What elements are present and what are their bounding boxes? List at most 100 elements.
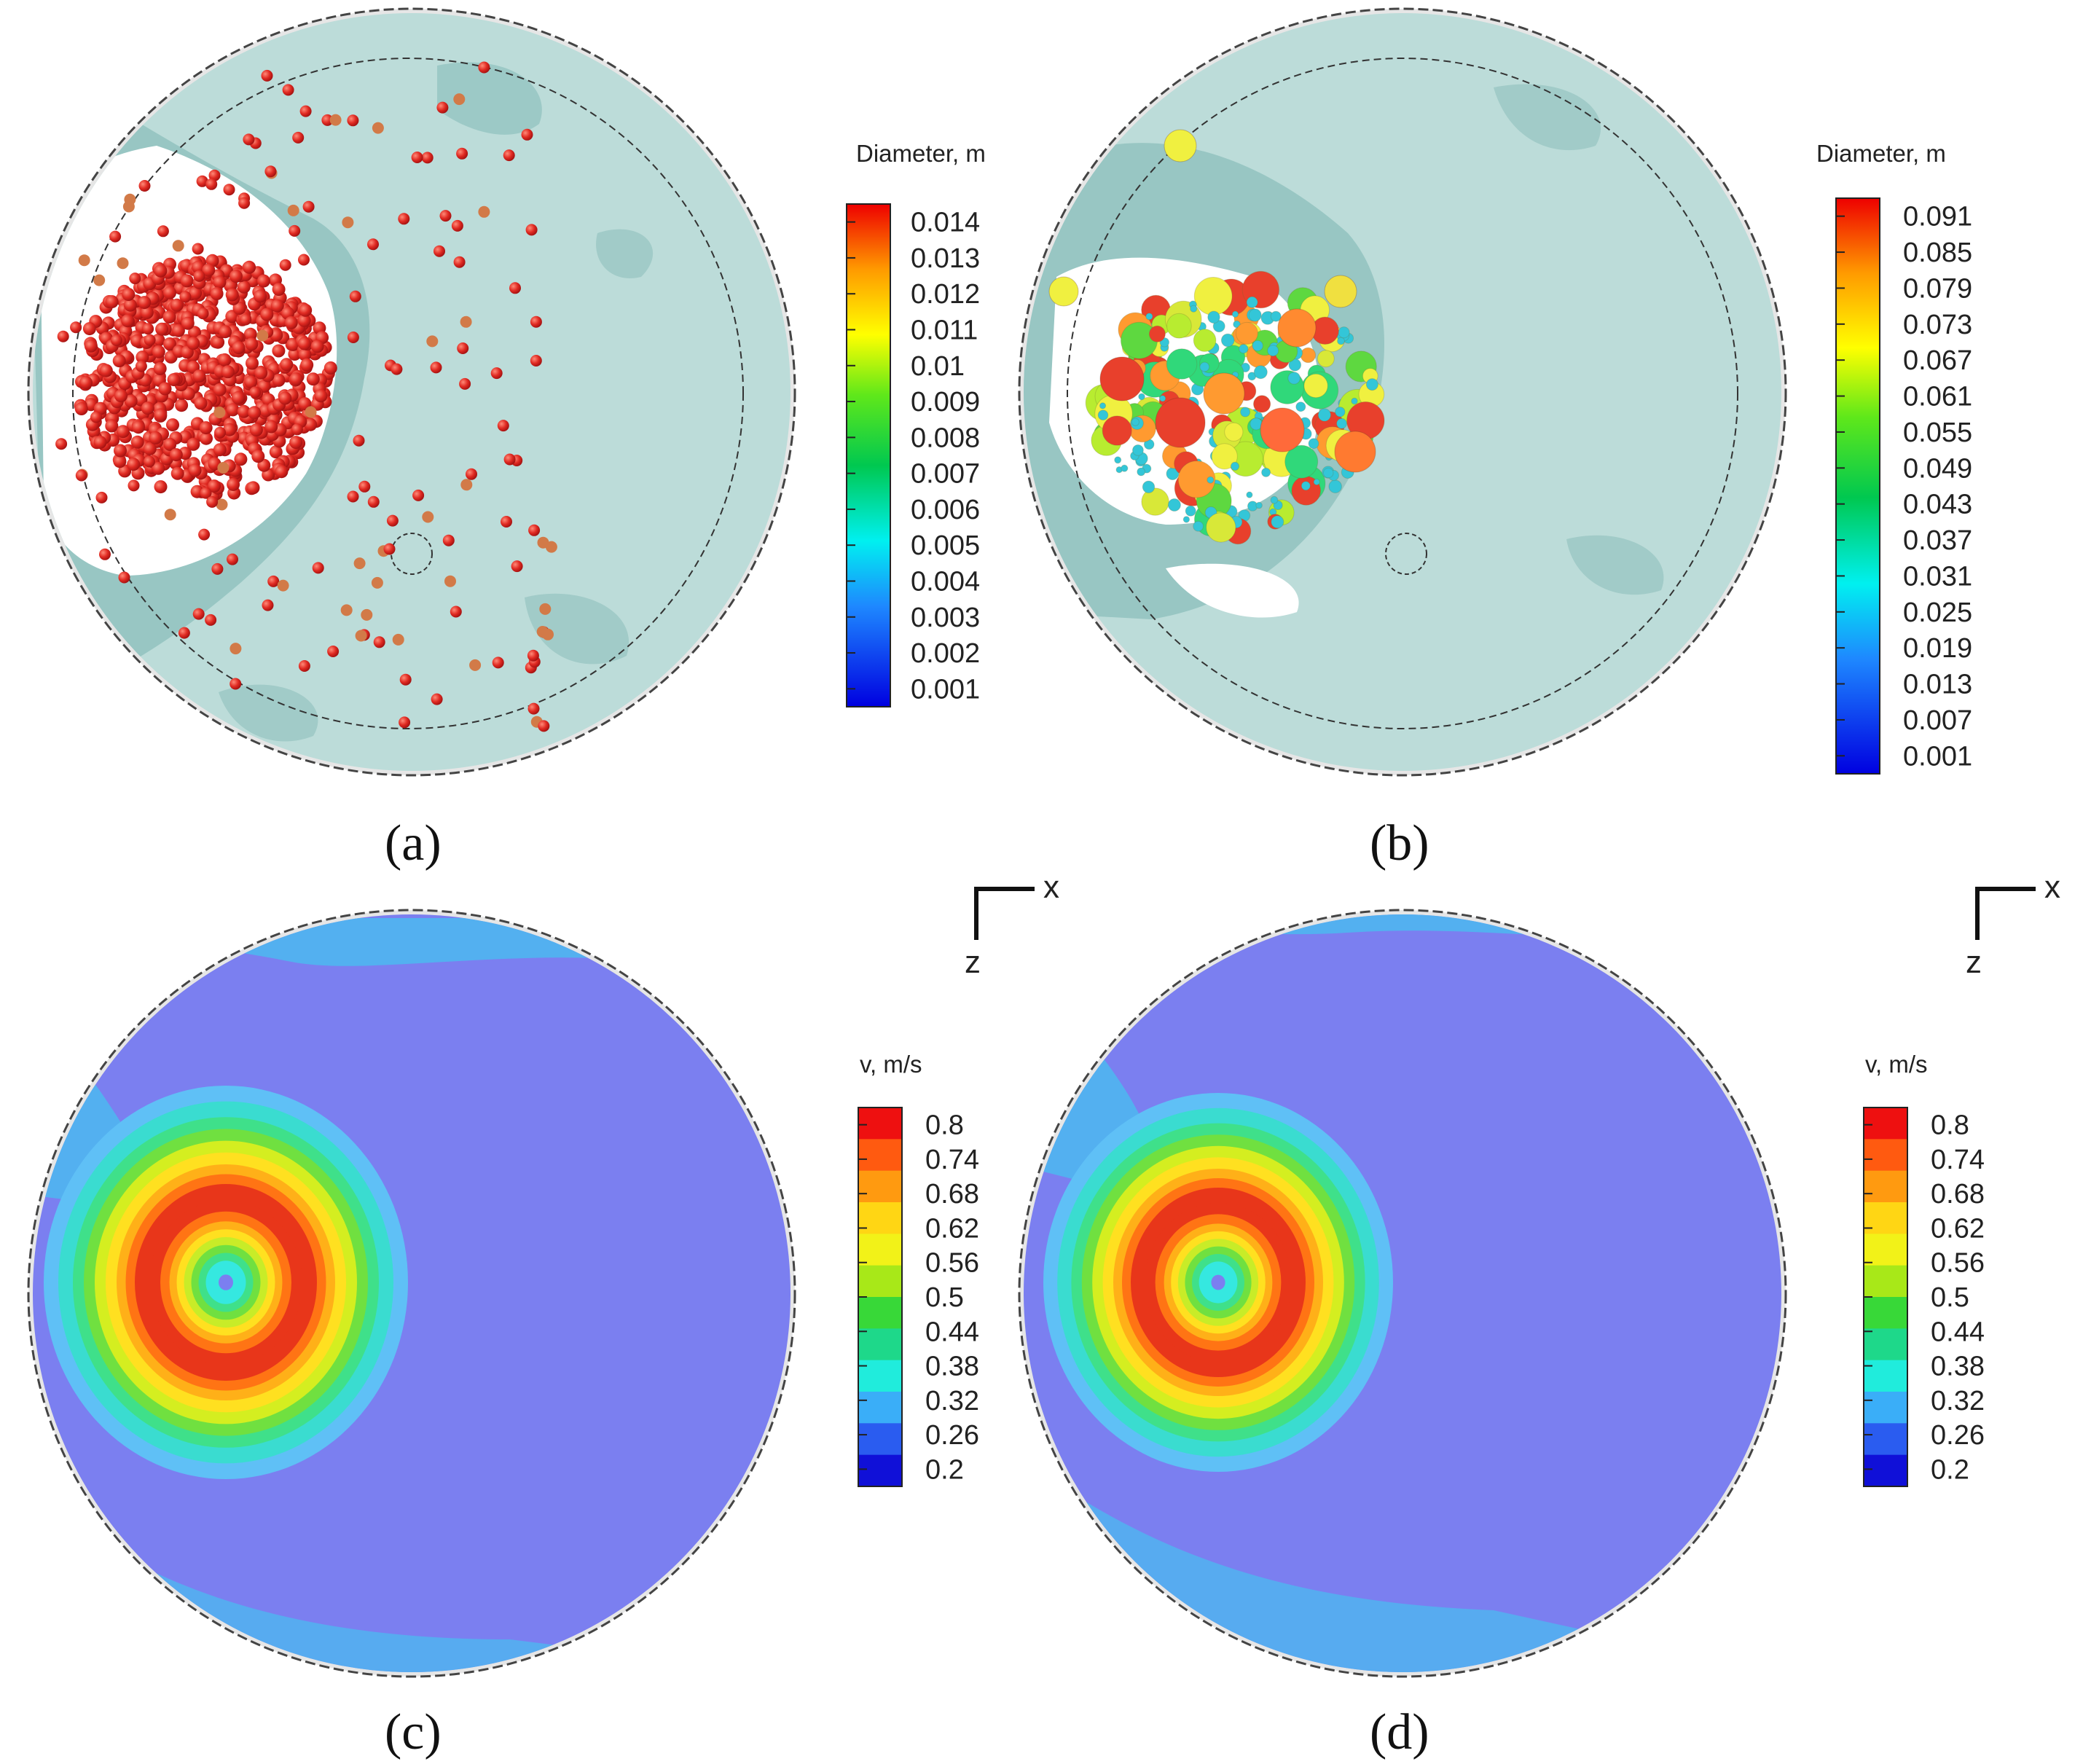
bubble (135, 360, 147, 372)
bubble (347, 114, 359, 127)
bubble (509, 282, 521, 294)
bubble (140, 306, 154, 319)
panel-d (1018, 909, 1787, 1678)
bubble-large (1155, 397, 1206, 448)
bubble (342, 216, 354, 229)
bubble (527, 702, 540, 715)
bubble (323, 361, 337, 375)
colorbar-tick-label: 0.001 (911, 674, 980, 705)
colorbar-d-title: v, m/s (1865, 1051, 1928, 1078)
bubble (457, 342, 469, 354)
bubble (172, 240, 184, 252)
bubble (1261, 467, 1271, 477)
colorbar-swatch (1864, 1139, 1907, 1172)
bubble (1166, 348, 1198, 380)
colorbar-tick-label: 0.32 (1931, 1386, 1985, 1416)
bubble (124, 394, 138, 408)
bubble (213, 443, 227, 457)
colorbar-tick-label: 0.073 (1903, 310, 1972, 340)
bubble (138, 180, 151, 192)
bubble (1336, 418, 1347, 429)
colorbar-swatch (858, 1454, 902, 1487)
bubble (189, 286, 202, 300)
bubble (243, 327, 257, 341)
bubble (272, 344, 286, 358)
bubble (298, 660, 310, 672)
velocity-contour-ring (1211, 1274, 1225, 1290)
bubble (123, 298, 137, 312)
bubble (1270, 495, 1279, 504)
bubble (530, 355, 542, 366)
bubble (154, 480, 168, 494)
bubble (314, 389, 328, 403)
bubble (267, 575, 280, 587)
bubble (1301, 481, 1311, 491)
bubble (355, 630, 367, 642)
bubble (434, 245, 445, 257)
colorbar-b-title: Diameter, m (1816, 140, 1946, 167)
bubble (312, 562, 324, 574)
axes-indicator-right: x z (1966, 869, 2060, 980)
bubble (272, 373, 286, 387)
bubble (1166, 313, 1192, 339)
bubble (478, 205, 490, 218)
bubble (90, 411, 102, 423)
bubble (279, 259, 291, 271)
bubble (358, 480, 371, 493)
bubble (1138, 393, 1145, 401)
bubble (453, 256, 466, 268)
bubble (278, 391, 292, 405)
panel-b (1018, 7, 1787, 777)
bubble (112, 354, 126, 368)
bubble (1137, 467, 1146, 477)
bubble (179, 291, 192, 303)
colorbar-swatch (1864, 1392, 1907, 1424)
bubble (121, 314, 135, 328)
bubble (155, 322, 169, 336)
bubble (340, 604, 353, 616)
bubble (129, 273, 141, 285)
bubble (246, 356, 259, 370)
bubble (1230, 461, 1240, 471)
bubble (138, 296, 152, 310)
bubble (1240, 407, 1251, 418)
colorbar-swatch (1864, 1170, 1907, 1203)
colorbar-swatch (1864, 1423, 1907, 1456)
colorbar-swatch (1864, 1360, 1907, 1392)
colorbar-tick-label: 0.5 (925, 1282, 964, 1313)
bubble (152, 345, 165, 358)
bubble (109, 230, 122, 243)
bubble (240, 313, 252, 326)
bubble (153, 361, 167, 375)
panel-a-label: (a) (385, 815, 442, 871)
bubble-large (1203, 372, 1245, 415)
bubble (75, 469, 87, 482)
bubble (1328, 479, 1342, 494)
bubble (157, 225, 169, 238)
bubble (128, 479, 140, 492)
bubble (230, 643, 242, 655)
bubble (349, 290, 361, 302)
bubble (231, 391, 245, 404)
bubble (1193, 520, 1204, 532)
bubble (213, 383, 227, 396)
bubble (292, 131, 305, 144)
bubble (1142, 480, 1156, 493)
panel-a-bubbles (55, 61, 557, 732)
bubble (226, 403, 240, 417)
colorbar-tick-label: 0.38 (1931, 1352, 1985, 1382)
bubble (431, 693, 443, 705)
colorbar-swatch (858, 1202, 902, 1235)
bubble (469, 659, 482, 671)
colorbar-tick-label: 0.2 (1931, 1454, 1969, 1485)
bubble (521, 128, 533, 141)
axes-indicator-left: x z (965, 869, 1059, 980)
colorbar-tick-label: 0.007 (911, 459, 980, 490)
bubble (1239, 344, 1249, 354)
bubble (1220, 333, 1235, 348)
colorbar-b: Diameter, m 0.091 0.085 0.079 0.073 0.067 0.0… (1816, 140, 1972, 775)
bubble (187, 337, 200, 350)
bubble (371, 576, 383, 589)
colorbar-a: Diameter, m 0.014 0.013 0.012 0.011 0.01 0.00… (846, 140, 986, 707)
